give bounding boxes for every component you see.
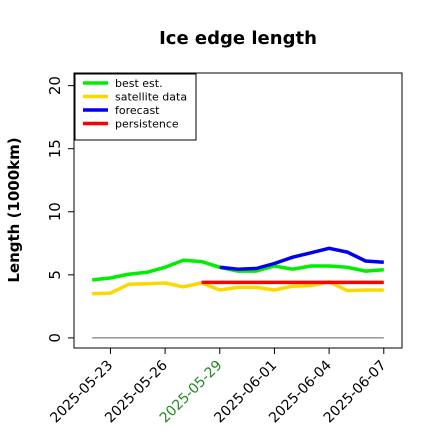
x-axis: 2025-05-232025-05-262025-05-292025-06-01… bbox=[47, 348, 390, 426]
series-line-forecast bbox=[219, 246, 384, 271]
y-axis: 0 5 10 15 20 bbox=[46, 76, 74, 343]
legend-label: satellite data bbox=[115, 91, 187, 104]
y-tick-label: 15 bbox=[46, 139, 64, 158]
plot-frame bbox=[73, 72, 403, 349]
legend-label: persistence bbox=[115, 118, 179, 131]
series-line-satellite-data bbox=[92, 280, 384, 296]
legend-label: forecast bbox=[115, 104, 160, 117]
y-axis-label: Length (1000km) bbox=[5, 137, 23, 282]
y-tick-label: 0 bbox=[46, 333, 64, 343]
y-tick-label: 10 bbox=[46, 202, 64, 221]
legend-box bbox=[74, 73, 197, 141]
chart-title: Ice edge length bbox=[159, 28, 317, 49]
legend-label: best est. bbox=[115, 77, 163, 90]
y-tick-label: 20 bbox=[46, 76, 64, 95]
y-tick-label: 5 bbox=[46, 270, 64, 280]
series-line-best-est- bbox=[92, 258, 384, 282]
series-lines bbox=[92, 246, 384, 339]
legend: best est.satellite dataforecastpersisten… bbox=[74, 73, 197, 141]
